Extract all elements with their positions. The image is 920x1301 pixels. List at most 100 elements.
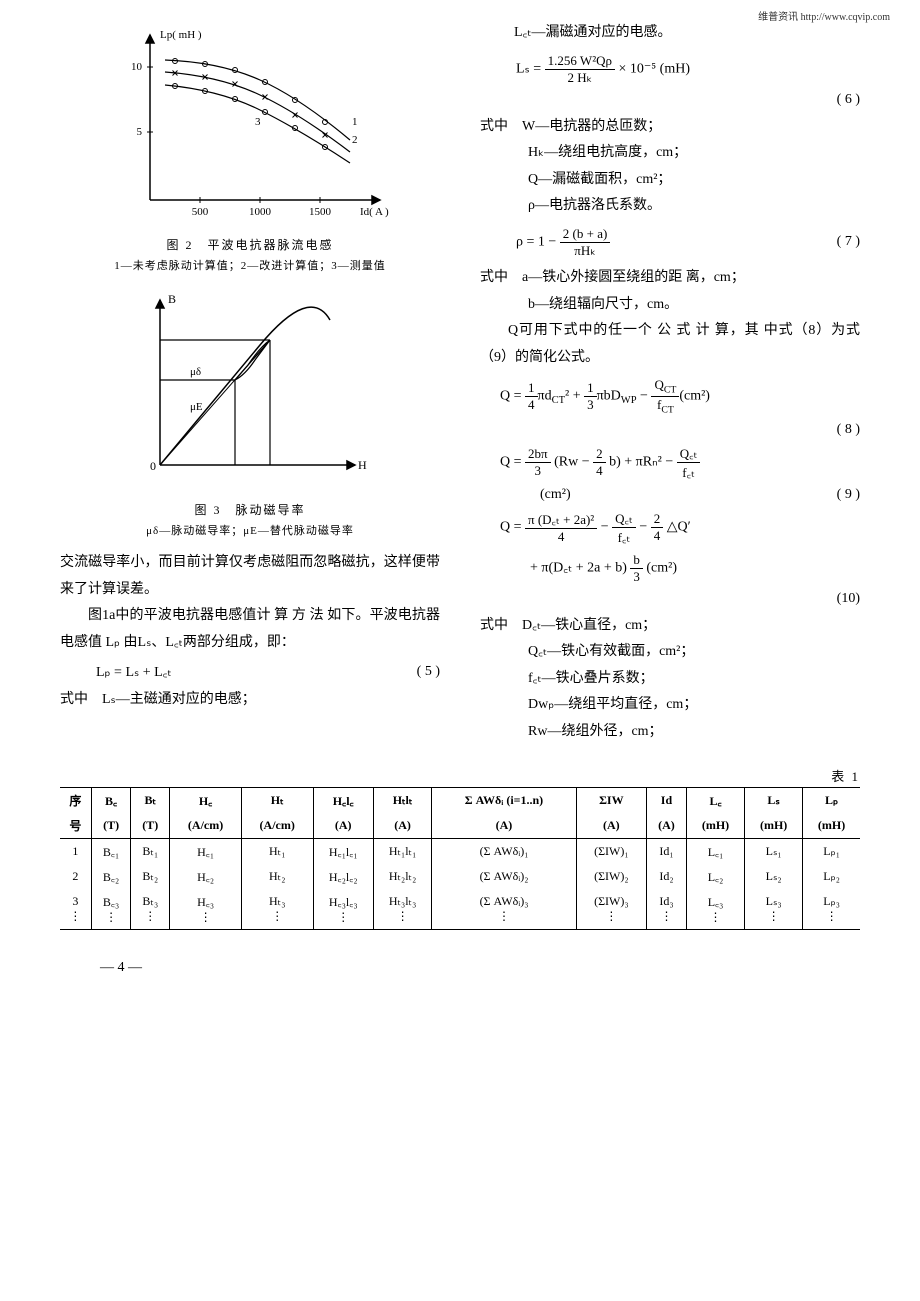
td: Id₂ bbox=[646, 864, 686, 889]
th2-bc: (T) bbox=[91, 813, 131, 839]
eq6-pre: Lₛ = bbox=[516, 61, 545, 76]
th-htlt: Hₜlₜ bbox=[373, 787, 431, 813]
th-bt: Bₜ bbox=[131, 787, 170, 813]
chart-lp-id: Lp( mH ) Id( A ) 10 5 500 1000 1500 bbox=[100, 20, 400, 230]
chart1-y-label: Lp( mH ) bbox=[160, 29, 202, 41]
eq7-num: 2 (b + a) bbox=[560, 226, 611, 243]
th-sumiw: ΣIW bbox=[576, 787, 646, 813]
eq10-f1d: 4 bbox=[525, 529, 597, 545]
left-para-2: 图1a中的平波电抗器电感值计 算 方 法 如下。平波电抗器电感值 Lₚ 由Lₛ、… bbox=[60, 603, 440, 656]
td: Hₜ₃lₜ₃ ⋮ bbox=[373, 889, 431, 930]
th2-hclc: (A) bbox=[313, 813, 373, 839]
eq10-l2n: b bbox=[630, 552, 643, 569]
eq5-body: Lₚ = Lₛ + L꜀ₜ bbox=[60, 662, 380, 681]
td: Lₛ₁ bbox=[745, 838, 803, 864]
td: Hₜ₁lₜ₁ bbox=[373, 838, 431, 864]
equation-10: Q = π (D꜀ₜ + 2a)²4 − Q꜀ₜf꜀ₜ − 24 △Q′ bbox=[480, 509, 860, 546]
td: Lₛ₃ ⋮ bbox=[745, 889, 803, 930]
th-ht: Hₜ bbox=[241, 787, 313, 813]
td: B꜀₁ bbox=[91, 838, 131, 864]
table-head-row-1: 序 B꜀ Bₜ H꜀ Hₜ H꜀l꜀ Hₜlₜ Σ AWδᵢ (i=1..n) … bbox=[60, 787, 860, 813]
series-label-3: 3 bbox=[255, 116, 261, 128]
th-bc: B꜀ bbox=[91, 787, 131, 813]
xtick-500: 500 bbox=[192, 206, 209, 218]
th2-lp: (mH) bbox=[803, 813, 860, 839]
eq9-pre: Q = bbox=[500, 454, 525, 469]
equation-5: Lₚ = Lₛ + L꜀ₜ ( 5 ) bbox=[60, 662, 440, 681]
chart2-x-label: H bbox=[358, 458, 367, 472]
eq10-mid1: − bbox=[601, 519, 612, 534]
right-def-rw: Rᴡ—绕组外径，cm； bbox=[480, 719, 860, 746]
td: Hₜ₂lₜ₂ bbox=[373, 864, 431, 889]
eq6-den: 2 Hₖ bbox=[545, 70, 615, 86]
left-para-1: 交流磁导率小，而目前计算仅考虑磁阻而忽略磁抗，这样便带来了计算误差。 bbox=[60, 550, 440, 603]
th-ls: Lₛ bbox=[745, 787, 803, 813]
left-def-ls: 式中 Lₛ—主磁通对应的电感； bbox=[60, 687, 440, 714]
td: Id₁ bbox=[646, 838, 686, 864]
equation-7: ρ = 1 − 2 (b + a)πHₖ ( 7 ) bbox=[480, 226, 860, 259]
right-def-qct: Q꜀ₜ—铁心有效截面，cm²； bbox=[480, 639, 860, 666]
equation-9: Q = 2bπ3 (Rᴡ − 24 b) + πRₙ² − Q꜀ₜf꜀ₜ bbox=[480, 444, 860, 481]
eq9-f3n: Q꜀ₜ bbox=[677, 444, 701, 463]
table-label: 表 1 bbox=[60, 766, 860, 785]
eq8-eqnum: ( 8 ) bbox=[800, 422, 860, 438]
chart2-subcaption: μδ—脉动磁导率；μE—替代脉动磁导率 bbox=[60, 522, 440, 538]
right-def-dwp: Dᴡₚ—绕组平均直径，cm； bbox=[480, 692, 860, 719]
eq9-f2n: 2 bbox=[593, 446, 606, 463]
th2-id: (A) bbox=[646, 813, 686, 839]
table-row: 2 B꜀₂ Bₜ₂ H꜀₂ Hₜ₂ H꜀₂l꜀₂ Hₜ₂lₜ₂ (Σ AWδᵢ)… bbox=[60, 864, 860, 889]
page-number: — 4 — bbox=[60, 960, 860, 976]
td: H꜀₁l꜀₁ bbox=[313, 838, 373, 864]
th-sumaw: Σ AWδᵢ (i=1..n) bbox=[432, 787, 577, 813]
table-row: 3 ⋮ B꜀₃ ⋮ Bₜ₃ ⋮ H꜀₃ ⋮ Hₜ₃ ⋮ H꜀₃l꜀₃ ⋮ Hₜ₃… bbox=[60, 889, 860, 930]
th-hc: H꜀ bbox=[170, 787, 242, 813]
td: (Σ AWδᵢ)₁ bbox=[432, 838, 577, 864]
eq6-eqnum: ( 6 ) bbox=[800, 92, 860, 108]
td: Lₚ₃ ⋮ bbox=[803, 889, 860, 930]
eq9-mid2: b) + πRₙ² − bbox=[609, 454, 677, 469]
eq10-mid2: − bbox=[639, 519, 650, 534]
xtick-1000: 1000 bbox=[249, 206, 272, 218]
td: Bₜ₂ bbox=[131, 864, 170, 889]
eq9-mid1: (Rᴡ − bbox=[554, 454, 593, 469]
eq9-unit: (cm²) bbox=[480, 487, 800, 503]
td: B꜀₃ ⋮ bbox=[91, 889, 131, 930]
ytick-10: 10 bbox=[131, 61, 143, 73]
data-table: 序 B꜀ Bₜ H꜀ Hₜ H꜀l꜀ Hₜlₜ Σ AWδᵢ (i=1..n) … bbox=[60, 787, 860, 930]
eq6-num: 1.256 W²Qρ bbox=[545, 53, 615, 70]
th-hclc: H꜀l꜀ bbox=[313, 787, 373, 813]
td: Bₜ₃ ⋮ bbox=[131, 889, 170, 930]
th2-sumiw: (A) bbox=[576, 813, 646, 839]
right-def-a: 式中 a—铁心外接圆至绕组的距 离，cm； bbox=[480, 265, 860, 292]
svg-text:0: 0 bbox=[150, 459, 156, 473]
right-def-rho: ρ—电抗器洛氏系数。 bbox=[480, 193, 860, 220]
td: (Σ AWδᵢ)₂ bbox=[432, 864, 577, 889]
eq10-l2d: 3 bbox=[630, 569, 643, 585]
eq5-num: ( 5 ) bbox=[380, 664, 440, 680]
eq10-f3d: 4 bbox=[651, 528, 664, 544]
td: 2 bbox=[60, 864, 91, 889]
th-id: Id bbox=[646, 787, 686, 813]
td: H꜀₁ bbox=[170, 838, 242, 864]
eq10-pre: Q = bbox=[500, 519, 525, 534]
td: 3 ⋮ bbox=[60, 889, 91, 930]
right-def-dct: 式中 D꜀ₜ—铁心直径，cm； bbox=[480, 613, 860, 640]
th2-seq: 号 bbox=[60, 813, 91, 839]
watermark: 维普资讯 http://www.cqvip.com bbox=[758, 8, 890, 23]
th-lp: Lₚ bbox=[803, 787, 860, 813]
right-def-q: Q—漏磁截面积，cm²； bbox=[480, 167, 860, 194]
td: Lₚ₂ bbox=[803, 864, 860, 889]
xtick-1500: 1500 bbox=[309, 206, 332, 218]
eq9-f1d: 3 bbox=[525, 463, 551, 479]
chart2-mu-e: μE bbox=[190, 401, 203, 413]
td: H꜀₃ ⋮ bbox=[170, 889, 242, 930]
th-seq: 序 bbox=[60, 787, 91, 813]
right-def-w: 式中 W—电抗器的总匝数； bbox=[480, 114, 860, 141]
ytick-5: 5 bbox=[137, 126, 143, 138]
chart1-x-label: Id( A ) bbox=[360, 206, 389, 218]
eq10-l2-unit: (cm²) bbox=[646, 560, 677, 575]
td: (ΣIW)₂ bbox=[576, 864, 646, 889]
chart2-y-label: B bbox=[168, 292, 176, 306]
td: Id₃ ⋮ bbox=[646, 889, 686, 930]
td: (Σ AWδᵢ)₃ ⋮ bbox=[432, 889, 577, 930]
